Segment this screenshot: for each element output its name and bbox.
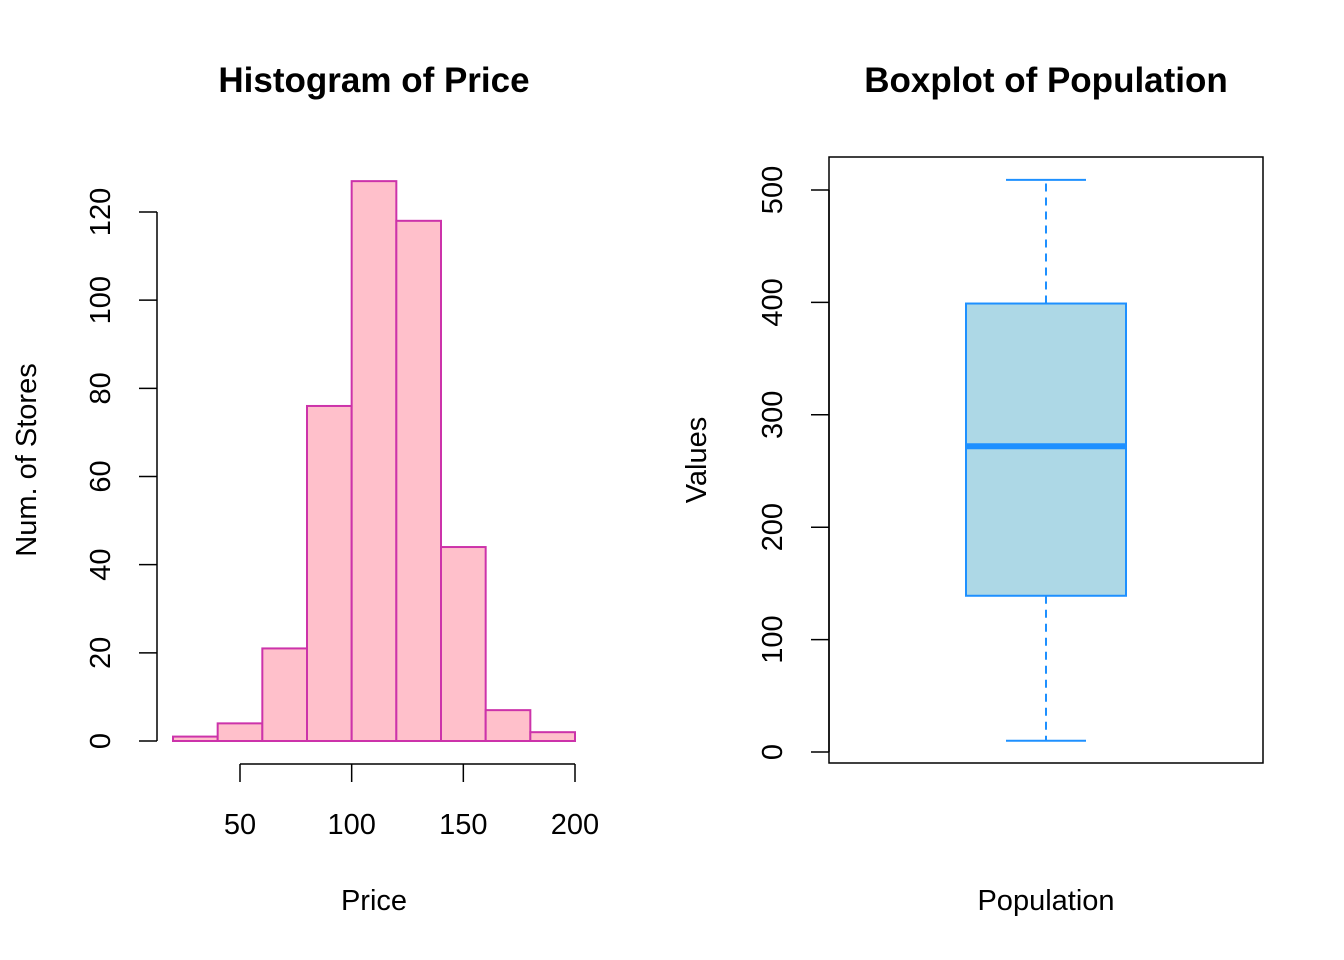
histogram-y-tick-label: 40 (85, 549, 117, 581)
boxplot-y-tick-label: 500 (757, 166, 789, 214)
histogram-panel: Histogram of Price 0 20 40 60 80 100 120 50 100… (11, 61, 599, 917)
boxplot-x-label: Population (977, 885, 1114, 917)
histogram-title: Histogram of Price (218, 61, 529, 100)
boxplot-y-tick-label: 300 (757, 391, 789, 439)
histogram-x-axis: 50 100 150 200 (224, 763, 599, 841)
histogram-x-tick-label: 150 (439, 809, 487, 841)
histogram-bar-3 (306, 404, 353, 742)
histogram-bar-7 (484, 709, 532, 742)
boxplot-marks (965, 178, 1127, 742)
histogram-y-tick-label: 60 (85, 460, 117, 492)
boxplot-y-tick-label: 100 (757, 615, 789, 663)
histogram-bar-8 (529, 731, 576, 743)
boxplot-box (965, 302, 1127, 597)
histogram-bar-2 (261, 647, 309, 742)
boxplot-y-label: Values (681, 417, 713, 504)
histogram-y-tick-label: 80 (85, 372, 117, 404)
boxplot-y-axis: 0 100 200 300 400 500 (757, 166, 830, 760)
histogram-bar-0 (172, 735, 219, 743)
histogram-y-tick-label: 0 (85, 733, 117, 749)
histogram-y-tick-label: 100 (85, 276, 117, 324)
histogram-x-tick-label: 100 (327, 809, 375, 841)
boxplot-y-tick-label: 0 (757, 744, 789, 760)
histogram-bar-5 (395, 219, 443, 743)
boxplot-y-tick-label: 400 (757, 278, 789, 326)
histogram-y-label: Num. of Stores (11, 363, 43, 556)
histogram-bars (172, 180, 576, 743)
histogram-bar-1 (216, 722, 264, 742)
histogram-x-label: Price (341, 885, 407, 917)
boxplot-y-tick-label: 200 (757, 503, 789, 551)
histogram-x-tick-label: 200 (551, 809, 599, 841)
histogram-bar-4 (350, 180, 398, 742)
histogram-x-tick-label: 50 (224, 809, 256, 841)
histogram-y-tick-label: 120 (85, 188, 117, 236)
boxplot-panel: Boxplot of Population 0 100 200 300 400 500 P… (681, 61, 1264, 917)
histogram-y-axis: 0 20 40 60 80 100 120 (85, 188, 158, 749)
histogram-bar-6 (440, 546, 487, 742)
histogram-y-tick-label: 20 (85, 637, 117, 669)
boxplot-title: Boxplot of Population (864, 61, 1228, 100)
